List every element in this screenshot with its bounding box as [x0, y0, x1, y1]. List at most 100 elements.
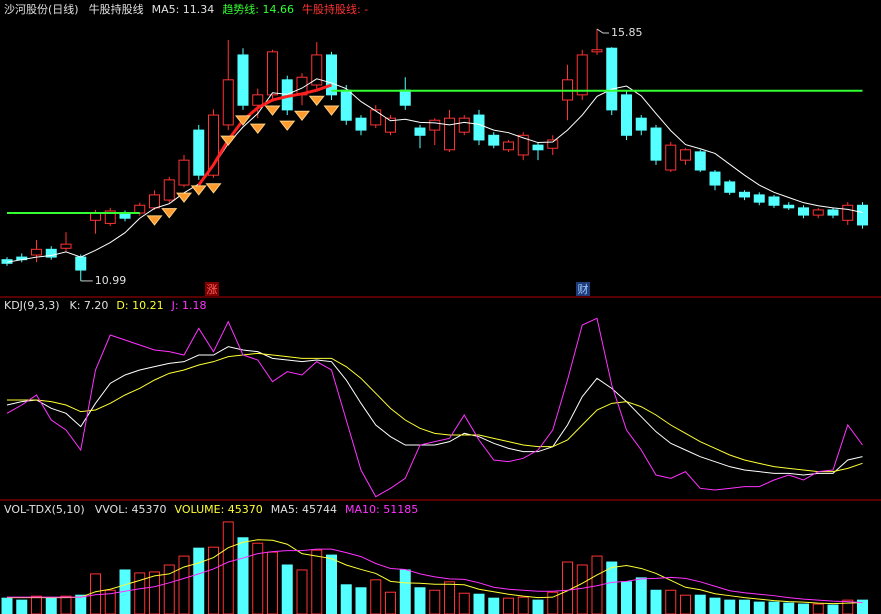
- candle-body: [827, 209, 839, 216]
- indicator-label: 趋势线: 14.66: [222, 2, 294, 16]
- candle-body: [547, 139, 559, 149]
- volume-bar: [753, 601, 765, 614]
- volume-bar: [532, 599, 544, 614]
- event-box: [205, 282, 219, 296]
- candle-body: [429, 119, 441, 131]
- panel-title: KDJ(9,3,3): [4, 299, 60, 312]
- candle-body: [458, 117, 470, 133]
- volume-bar: [768, 601, 780, 614]
- volume-bar: [473, 593, 485, 614]
- kdj-line: [7, 352, 863, 473]
- candle-body: [532, 144, 544, 151]
- candle-body: [326, 54, 337, 96]
- kdj-line: [6, 317, 863, 498]
- kdj-line: [6, 346, 863, 476]
- candle-body: [503, 141, 514, 151]
- volume-bar: [370, 579, 382, 614]
- candle-body: [488, 134, 500, 146]
- volume-bar: [281, 564, 293, 614]
- signal-icon: [220, 135, 237, 146]
- volume-bar: [798, 603, 809, 614]
- volume-bar: [576, 564, 588, 614]
- signal-icon: [264, 105, 281, 116]
- volume-bar: [517, 596, 529, 614]
- volume-bar: [488, 597, 500, 614]
- volume-bar: [355, 587, 367, 614]
- candle-body: [370, 109, 382, 126]
- candle-body: [208, 114, 219, 176]
- candle-body: [591, 49, 603, 53]
- volume-bar: [429, 589, 441, 614]
- candle-body: [709, 171, 721, 186]
- volume-bar: [562, 561, 573, 614]
- signal-icon: [190, 185, 207, 196]
- volume-bar: [812, 603, 824, 614]
- volume-bar: [311, 549, 323, 614]
- candle-body: [90, 212, 101, 221]
- indicator-line: [197, 83, 332, 186]
- candle-body: [340, 89, 352, 121]
- signal-icon: [205, 183, 222, 194]
- candle-body: [134, 204, 146, 214]
- candle-body: [798, 207, 809, 216]
- candle-body: [237, 54, 249, 106]
- indicator-label: MA5: 45744: [271, 503, 337, 516]
- candle-body: [252, 94, 264, 106]
- candle-body: [753, 194, 765, 203]
- candle-body: [857, 204, 868, 226]
- annotation: 15.85: [611, 26, 643, 39]
- indicator-label: VOLUME: 45370: [175, 503, 263, 516]
- candle-body: [783, 204, 795, 209]
- volume-bar: [458, 592, 470, 614]
- candle-body: [222, 79, 234, 126]
- volume-bar: [385, 591, 396, 614]
- candle-body: [635, 117, 647, 131]
- indicator-label: VVOL: 45370: [95, 503, 167, 516]
- volume-bar: [827, 604, 839, 614]
- volume-bar: [60, 595, 72, 614]
- volume-bar: [709, 597, 721, 614]
- candle-body: [193, 129, 205, 176]
- candle-body: [812, 209, 824, 216]
- volume-bar: [149, 571, 160, 614]
- candle-body: [606, 47, 618, 111]
- volume-bar: [503, 597, 514, 614]
- candle-body: [842, 204, 854, 221]
- panel-title: VOL-TDX(5,10): [4, 503, 85, 516]
- volume-bar: [90, 573, 101, 614]
- volume-bar: [783, 602, 795, 614]
- signal-icon: [234, 115, 252, 126]
- volume-bar: [252, 542, 264, 614]
- volume-bar: [45, 597, 57, 614]
- volume-bar: [414, 587, 426, 614]
- candle-body: [75, 256, 87, 271]
- volume-bar: [75, 594, 87, 614]
- signal-icon: [293, 110, 311, 122]
- volume-bar: [635, 577, 647, 614]
- volume-bar: [31, 595, 42, 614]
- candle-body: [473, 114, 485, 141]
- volume-bar: [178, 555, 190, 614]
- volume-bar: [444, 581, 455, 614]
- candle-body: [311, 54, 323, 86]
- candle-body: [650, 127, 662, 161]
- candle-body: [621, 94, 632, 136]
- indicator-label: MA5: 11.34: [152, 3, 215, 16]
- candle-body: [739, 191, 750, 198]
- indicator-label: K: 7.20: [70, 299, 109, 312]
- volume-bar: [222, 521, 234, 614]
- indicator-label: J: 1.18: [171, 299, 207, 312]
- indicator-line: [6, 78, 863, 263]
- volume-bar: [296, 569, 308, 614]
- volume-bar: [724, 599, 736, 614]
- volume-bar: [399, 569, 411, 614]
- candle-body: [385, 117, 396, 133]
- volume-bar: [1, 597, 13, 614]
- event-label: 涨: [207, 283, 218, 296]
- indicator-label: D: 10.21: [116, 299, 163, 312]
- signal-icon: [249, 123, 266, 134]
- indicator-label: 牛股持股线: -: [302, 2, 368, 16]
- event-box: [576, 282, 590, 296]
- candle-body: [31, 248, 42, 256]
- candle-body: [399, 89, 411, 106]
